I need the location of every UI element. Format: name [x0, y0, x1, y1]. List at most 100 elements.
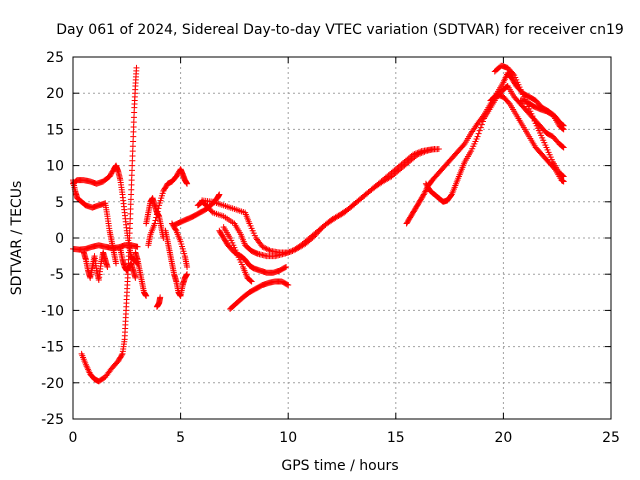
data-point	[152, 217, 159, 224]
x-tick-label: 5	[176, 430, 185, 446]
data-point	[283, 263, 290, 270]
series-sat-e	[80, 249, 111, 283]
data-points	[70, 62, 567, 385]
data-point	[560, 144, 567, 151]
data-point	[431, 145, 438, 152]
data-point	[153, 214, 160, 221]
data-point	[288, 248, 295, 255]
data-point	[184, 263, 191, 270]
series-sat-u	[491, 62, 567, 180]
data-point	[172, 226, 179, 233]
data-point	[477, 124, 484, 131]
y-tick-label: 15	[46, 122, 64, 138]
y-tick-labels: -25 -20 -15 -10 -5 0 5 10 15 20 25	[41, 50, 64, 428]
data-point	[476, 127, 483, 134]
y-tick-label: -20	[41, 376, 64, 392]
data-point	[420, 192, 427, 199]
data-point	[421, 190, 428, 197]
y-axis-label: SDTVAR / TECUs	[9, 181, 25, 296]
data-point	[157, 294, 164, 301]
data-point	[266, 247, 273, 254]
data-point	[560, 126, 567, 133]
data-point	[448, 192, 455, 199]
series-sat-g	[132, 249, 150, 299]
data-point	[133, 64, 140, 71]
data-point	[414, 151, 421, 158]
data-point	[503, 84, 510, 91]
x-tick-label: 10	[279, 430, 297, 446]
data-point	[132, 274, 139, 281]
data-point	[118, 352, 125, 359]
data-point	[247, 277, 254, 284]
data-point	[134, 243, 141, 250]
y-tick-label: -15	[41, 340, 64, 356]
data-point	[417, 150, 424, 157]
data-point	[559, 125, 566, 132]
data-point	[151, 220, 158, 227]
data-point	[478, 121, 485, 128]
data-point	[260, 244, 267, 251]
data-point	[560, 178, 567, 185]
y-tick-label: -10	[41, 303, 64, 319]
x-tick-label: 20	[494, 430, 512, 446]
x-tick-label: 0	[69, 430, 78, 446]
data-point	[184, 271, 191, 278]
data-point	[265, 246, 272, 253]
data-point	[155, 205, 162, 212]
chart-title: Day 061 of 2024, Sidereal Day-to-day VTE…	[56, 22, 624, 38]
y-tick-label: 25	[46, 50, 64, 66]
series-sat-v	[487, 91, 567, 185]
x-tick-labels: 0 5 10 15 20 25	[69, 430, 620, 446]
data-point	[559, 172, 566, 179]
data-point	[505, 99, 512, 106]
series-sat-d	[78, 64, 140, 385]
y-tick-label: 5	[55, 195, 64, 211]
data-point	[559, 143, 566, 150]
data-point	[292, 246, 299, 253]
data-point	[284, 281, 291, 288]
data-point	[113, 260, 120, 267]
data-point	[510, 70, 517, 77]
series-sat-r	[227, 278, 292, 312]
data-point	[559, 125, 566, 132]
y-tick-label: 10	[46, 159, 64, 175]
data-point	[248, 278, 255, 285]
data-point	[247, 277, 254, 284]
data-point	[281, 264, 288, 271]
data-point	[285, 282, 292, 289]
data-point	[290, 247, 297, 254]
axis-ticks	[72, 56, 612, 420]
data-point	[418, 149, 425, 156]
y-tick-label: -5	[50, 267, 64, 283]
data-point	[289, 247, 296, 254]
series-sat-s	[403, 69, 567, 227]
y-tick-label: 0	[55, 231, 64, 247]
data-point	[474, 133, 481, 140]
series-sat-o	[199, 145, 438, 256]
data-point	[421, 148, 428, 155]
data-point	[153, 211, 160, 218]
data-point	[286, 248, 293, 255]
x-tick-label: 25	[602, 430, 620, 446]
data-point	[415, 151, 422, 158]
data-point	[309, 234, 316, 241]
series-sat-k	[162, 227, 191, 299]
series-sat-i	[145, 166, 191, 249]
data-point	[460, 142, 467, 149]
data-point	[420, 149, 427, 156]
data-point	[479, 118, 486, 125]
data-point	[259, 243, 266, 250]
data-point	[550, 165, 557, 172]
y-tick-label: -25	[41, 412, 64, 428]
data-point	[559, 143, 566, 150]
y-tick-label: 20	[46, 86, 64, 102]
data-point	[154, 208, 161, 215]
series-sat-f	[117, 245, 139, 281]
data-point	[104, 263, 111, 270]
data-point	[422, 188, 429, 195]
series-sat-w	[517, 97, 567, 133]
x-tick-label: 15	[387, 430, 405, 446]
data-point	[216, 191, 223, 198]
